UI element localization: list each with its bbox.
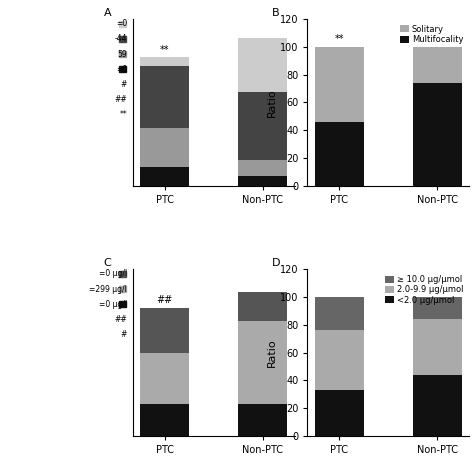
Text: ##: ## [114,315,127,324]
Legend: ≥ 10.0 μg/μmol, 2.0-9.9 μg/μmol, <2.0 μg/μmol: ≥ 10.0 μg/μmol, 2.0-9.9 μg/μmol, <2.0 μg… [383,273,465,306]
Text: =0 μg/l: =0 μg/l [99,300,127,309]
Bar [140,57,189,66]
Bar [315,330,364,390]
Bar [413,319,462,375]
Text: =0 μg/l: =0 μg/l [99,270,127,278]
Text: -44: -44 [115,35,127,43]
Y-axis label: Ratio: Ratio [267,88,277,117]
Text: =299 μg/l: =299 μg/l [89,285,127,293]
Text: =0: =0 [116,65,127,73]
Bar [238,292,287,320]
Text: B: B [272,8,280,18]
Bar [140,166,189,186]
Bar [238,92,287,160]
Bar [413,375,462,436]
Bar [140,66,189,128]
Bar [140,128,189,166]
Legend: Solitary, Multifocality: Solitary, Multifocality [399,23,465,46]
Bar [238,175,287,186]
Text: =0: =0 [116,19,127,28]
Text: 59: 59 [117,50,127,58]
Bar [315,122,364,186]
Bar [140,404,189,436]
Bar [238,160,287,175]
Bar [413,83,462,186]
Text: **: ** [335,34,344,44]
Text: **: ** [119,110,127,119]
Text: A: A [104,8,111,18]
Text: D: D [272,258,280,268]
Text: **: ** [160,45,169,55]
Text: C: C [104,258,111,268]
Y-axis label: Ratio: Ratio [267,338,277,367]
Bar [238,404,287,436]
Text: ##: ## [114,95,127,104]
Text: ##: ## [156,295,173,305]
Bar [315,297,364,330]
Bar [315,390,364,436]
Bar [315,47,364,122]
Bar [140,353,189,404]
Text: #: # [121,330,127,339]
Text: #: # [121,80,127,89]
Bar [238,320,287,404]
Bar [140,308,189,353]
Bar [413,297,462,319]
Bar [238,38,287,92]
Bar [413,47,462,83]
